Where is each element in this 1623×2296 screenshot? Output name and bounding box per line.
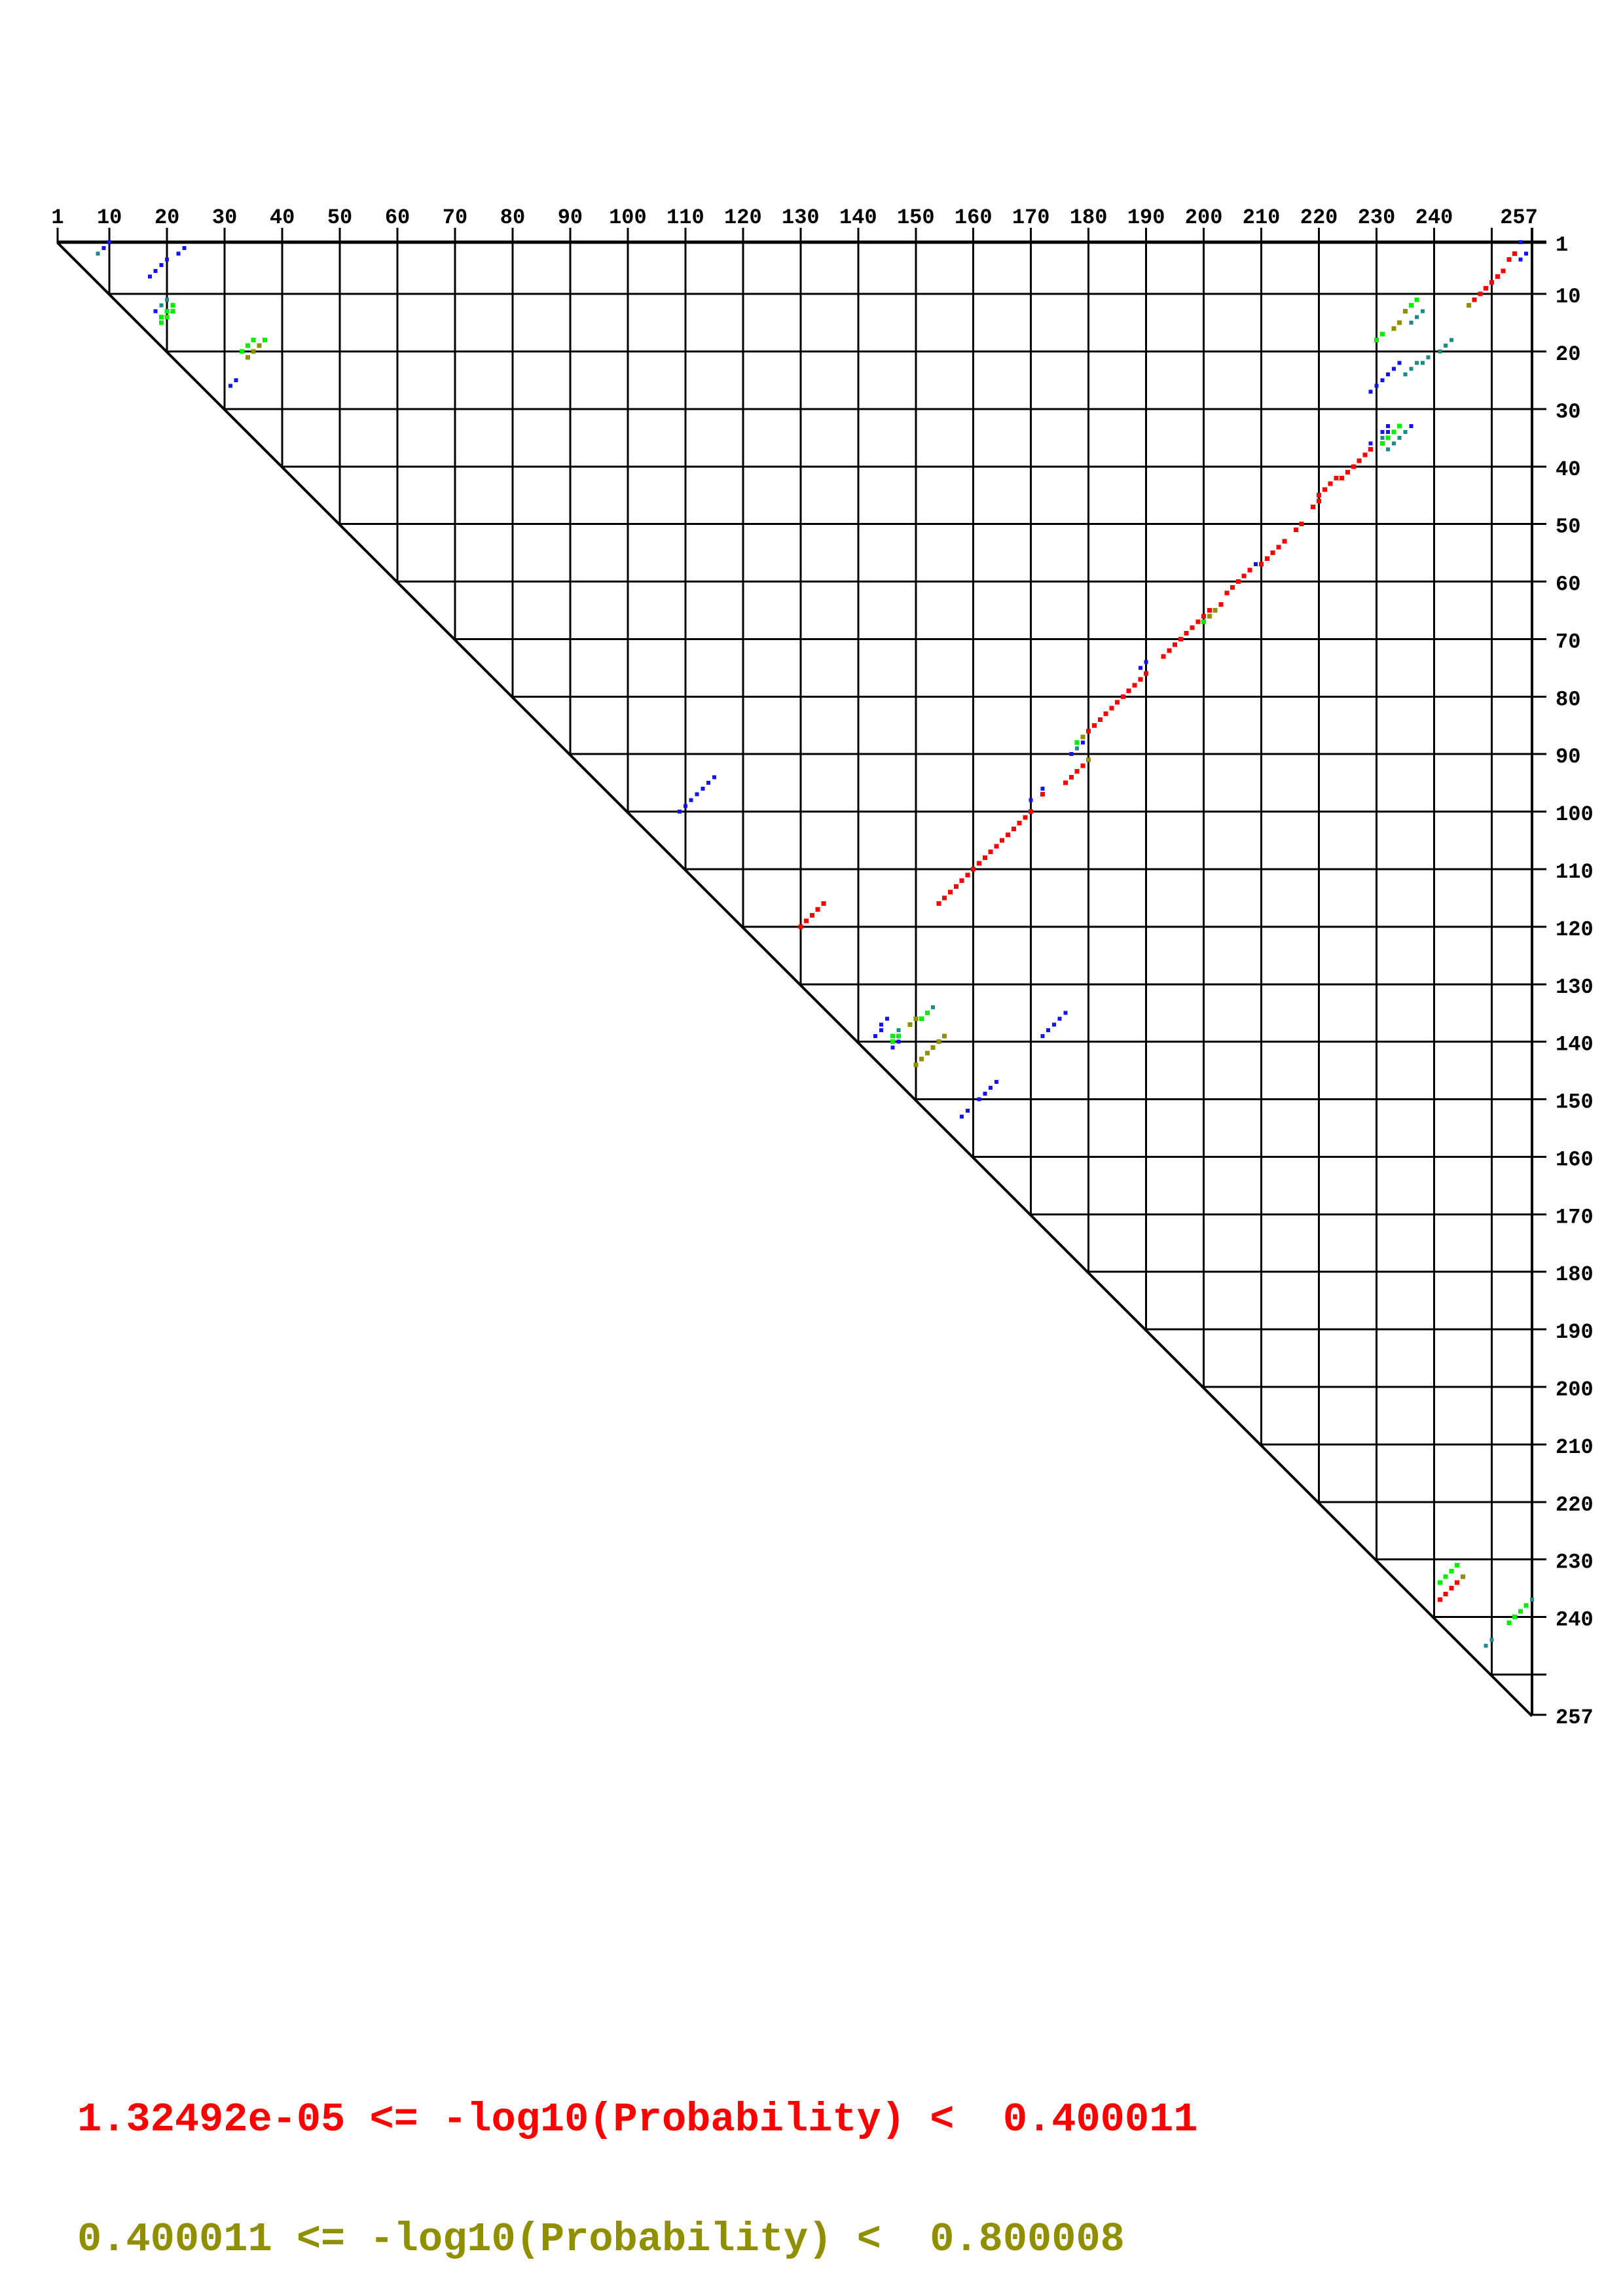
svg-text:100: 100 <box>609 206 647 230</box>
svg-text:210: 210 <box>1243 206 1281 230</box>
right-axis-tick-labels: 1102030405060708090100110120130140150160… <box>1556 233 1594 1730</box>
svg-text:150: 150 <box>1556 1090 1594 1115</box>
svg-text:90: 90 <box>1556 745 1580 769</box>
svg-text:110: 110 <box>666 206 704 230</box>
dot-plot-canvas: 1 10 20 30 40 50 60 70 80 90 100 110 120 130 140 150 160… <box>51 206 1594 1730</box>
legend-line-red: 1.32492e-05 <= -log10(Probability) < 0.4… <box>77 2096 1198 2143</box>
svg-text:120: 120 <box>1556 918 1594 942</box>
svg-text:1: 1 <box>1556 233 1568 257</box>
probability-dots <box>96 240 1534 1648</box>
svg-text:10: 10 <box>97 206 122 230</box>
svg-text:170: 170 <box>1012 206 1050 230</box>
legend-line-olive: 0.400011 <= -log10(Probability) < 0.8000… <box>77 2216 1125 2263</box>
legend: 1.32492e-05 <= -log10(Probability) < 0.4… <box>77 2020 1197 2296</box>
svg-text:150: 150 <box>897 206 935 230</box>
svg-text:20: 20 <box>155 206 179 230</box>
svg-text:190: 190 <box>1556 1320 1594 1344</box>
svg-text:130: 130 <box>782 206 820 230</box>
svg-text:30: 30 <box>1556 400 1580 424</box>
svg-text:1: 1 <box>51 206 64 230</box>
svg-text:200: 200 <box>1185 206 1223 230</box>
svg-text:240: 240 <box>1415 206 1453 230</box>
plot-borders <box>56 228 1547 1717</box>
svg-text:130: 130 <box>1556 975 1594 999</box>
svg-text:210: 210 <box>1556 1435 1594 1460</box>
svg-text:120: 120 <box>724 206 762 230</box>
svg-text:10: 10 <box>1556 285 1580 309</box>
svg-text:40: 40 <box>1556 457 1580 482</box>
svg-text:160: 160 <box>1556 1147 1594 1172</box>
svg-text:140: 140 <box>839 206 877 230</box>
svg-text:20: 20 <box>1556 342 1580 367</box>
svg-text:80: 80 <box>1556 687 1580 711</box>
gridlines <box>56 228 1547 1676</box>
svg-text:220: 220 <box>1556 1493 1594 1517</box>
svg-text:170: 170 <box>1556 1205 1594 1229</box>
svg-text:180: 180 <box>1556 1263 1594 1287</box>
svg-text:180: 180 <box>1070 206 1108 230</box>
svg-text:40: 40 <box>270 206 295 230</box>
svg-text:70: 70 <box>443 206 467 230</box>
svg-text:50: 50 <box>1556 515 1580 539</box>
top-axis-tick-labels: 1 10 20 30 40 50 60 70 80 90 100 110 120 130 140 150 160… <box>51 206 1537 230</box>
svg-text:60: 60 <box>1556 573 1580 597</box>
svg-text:100: 100 <box>1556 802 1594 827</box>
svg-text:160: 160 <box>955 206 993 230</box>
svg-text:190: 190 <box>1127 206 1165 230</box>
svg-text:70: 70 <box>1556 630 1580 654</box>
svg-text:80: 80 <box>500 206 525 230</box>
svg-text:60: 60 <box>385 206 410 230</box>
svg-text:30: 30 <box>212 206 237 230</box>
svg-text:200: 200 <box>1556 1378 1594 1402</box>
svg-text:140: 140 <box>1556 1033 1594 1057</box>
svg-text:90: 90 <box>558 206 583 230</box>
svg-text:240: 240 <box>1556 1608 1594 1632</box>
svg-text:50: 50 <box>327 206 352 230</box>
svg-text:110: 110 <box>1556 860 1594 884</box>
svg-text:230: 230 <box>1556 1551 1594 1575</box>
svg-text:257: 257 <box>1556 1706 1594 1730</box>
svg-text:230: 230 <box>1358 206 1396 230</box>
svg-text:220: 220 <box>1300 206 1338 230</box>
svg-text:257: 257 <box>1500 206 1538 230</box>
